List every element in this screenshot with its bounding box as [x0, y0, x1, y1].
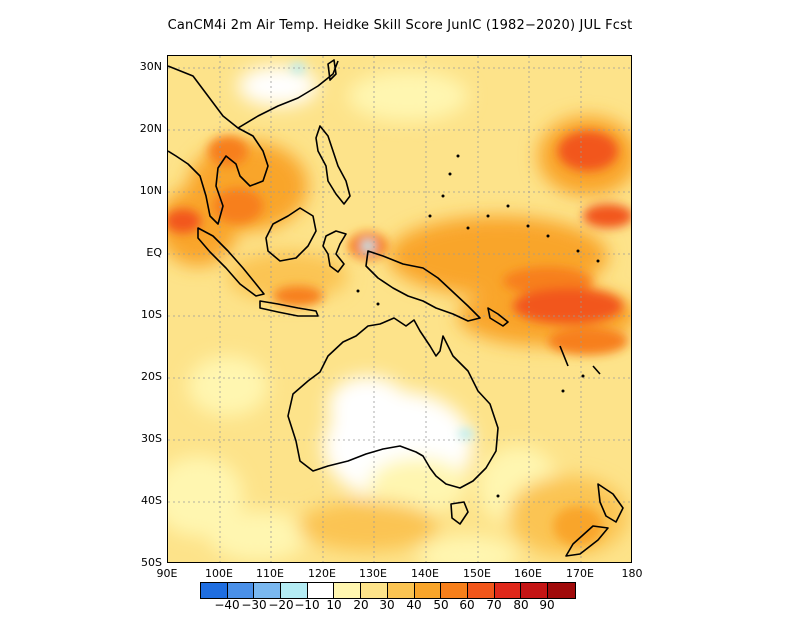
lat-label-20n: 20N — [139, 122, 162, 135]
colorbar — [200, 582, 576, 599]
colorbar-label: −40 — [214, 598, 240, 612]
small-islands — [356, 154, 600, 498]
colorbar-swatch — [467, 583, 495, 598]
lon-label-90e: 90E — [156, 567, 178, 580]
lon-label-120e: 120E — [308, 567, 336, 580]
new-guinea-coast — [365, 250, 481, 322]
nz-south-coast — [565, 525, 609, 557]
colorbar-label: −30 — [241, 598, 267, 612]
skill-score-map — [167, 55, 632, 563]
colorbar-label: 10 — [326, 598, 342, 612]
skill-maxima — [168, 63, 631, 546]
map-canvas — [168, 56, 631, 562]
colorbar-label: −10 — [294, 598, 320, 612]
taiwan-coast — [327, 59, 337, 81]
colorbar-swatch — [227, 583, 255, 598]
china-coast — [237, 60, 339, 129]
colorbar-swatch — [307, 583, 335, 598]
nz-north-coast — [597, 483, 624, 523]
lat-label-40s: 40S — [141, 494, 162, 507]
lat-label-50s: 50S — [141, 556, 162, 569]
colorbar-swatch — [521, 583, 548, 598]
colorbar-label: 50 — [433, 598, 449, 612]
colorbar-swatch — [414, 583, 442, 598]
colorbar-label: 20 — [353, 598, 369, 612]
colorbar-label: 40 — [406, 598, 422, 612]
lon-label-100e: 100E — [205, 567, 233, 580]
sumatra-coast — [197, 227, 265, 297]
philippines-coast — [315, 125, 351, 205]
colorbar-label: −20 — [268, 598, 294, 612]
lat-label-20s: 20S — [141, 370, 162, 383]
colorbar-label: 90 — [539, 598, 555, 612]
lon-label-130e: 130E — [359, 567, 387, 580]
java-coast — [259, 300, 319, 317]
borneo-coast — [265, 207, 317, 262]
colorbar-swatch — [201, 583, 228, 598]
colorbar-label: 80 — [513, 598, 529, 612]
lon-label-140e: 140E — [411, 567, 439, 580]
colorbar-swatch — [494, 583, 522, 598]
fiji-coast — [592, 365, 601, 375]
colorbar-swatch — [361, 583, 388, 598]
australia-coast — [287, 317, 499, 489]
lon-label-170e: 170E — [566, 567, 594, 580]
sulawesi-coast — [322, 230, 347, 273]
colorbar-swatch — [441, 583, 468, 598]
lat-label-10n: 10N — [139, 184, 162, 197]
colorbar-swatch — [254, 583, 282, 598]
lat-label-10s: 10S — [141, 308, 162, 321]
lat-label-30n: 30N — [139, 60, 162, 73]
solomon-islands-coast — [487, 307, 509, 327]
lon-label-110e: 110E — [256, 567, 284, 580]
lon-label-180: 180 — [621, 567, 643, 580]
colorbar-label: 60 — [459, 598, 475, 612]
colorbar-swatch — [387, 583, 415, 598]
vanuatu-coast — [559, 345, 569, 367]
lat-label-eq: EQ — [146, 246, 162, 259]
colorbar-label: 30 — [379, 598, 395, 612]
lon-label-150e: 150E — [463, 567, 491, 580]
colorbar-swatch — [334, 583, 362, 598]
colorbar-label: 70 — [486, 598, 502, 612]
coastlines — [168, 59, 624, 557]
se-asia-coast — [168, 65, 269, 225]
chart-title: CanCM4i 2m Air Temp. Heidke Skill Score … — [167, 18, 633, 33]
colorbar-swatch — [547, 583, 575, 598]
colorbar-swatch — [281, 583, 308, 598]
lat-label-30s: 30S — [141, 432, 162, 445]
lon-label-160e: 160E — [514, 567, 542, 580]
tasmania-coast — [450, 501, 469, 525]
